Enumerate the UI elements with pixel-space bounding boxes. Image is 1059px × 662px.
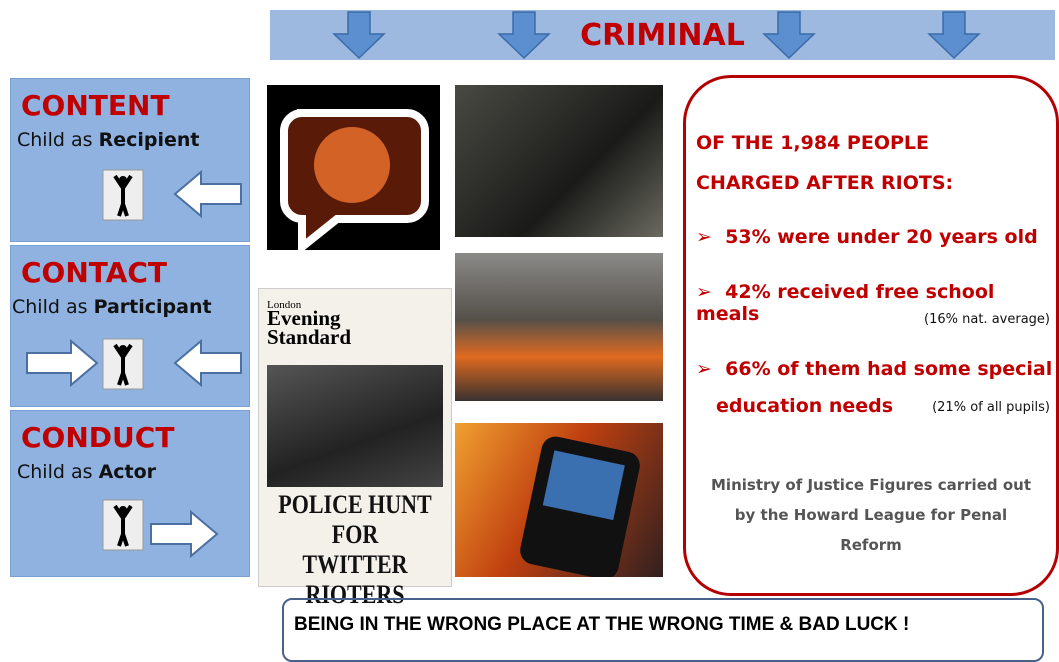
role: Recipient (99, 129, 200, 151)
stats-box: OF THE 1,984 PEOPLE CHARGED AFTER RIOTS:… (683, 75, 1059, 596)
stats-note: (16% nat. average) (924, 312, 1050, 327)
role: Actor (99, 461, 156, 483)
panel: CONTACT Child as Participant (10, 245, 250, 407)
phone (455, 423, 663, 577)
panel-heading: CONTACT (21, 256, 167, 289)
panel-subtitle: Child as Actor (17, 461, 156, 483)
newspaper-headline: POLICE HUNT FOR TWITTER RIOTERS (265, 489, 445, 609)
bbm-logo-image (267, 85, 440, 250)
source-line: Reform (686, 530, 1056, 560)
stats-item: ➢ 66% of them had some special (696, 358, 1052, 380)
item-text: 66% of them had some special (725, 358, 1052, 380)
lead: Child as (12, 296, 88, 318)
banner-title: CRIMINAL (270, 18, 1055, 53)
newspaper-masthead: Evening Standard (267, 309, 351, 347)
footer-box: BEING IN THE WRONG PLACE AT THE WRONG TI… (282, 598, 1044, 662)
panel: CONDUCT Child as Actor (10, 410, 250, 577)
stats-heading-line: CHARGED AFTER RIOTS: (696, 163, 953, 203)
icons (11, 496, 249, 571)
item-text: 53% were under 20 years old (725, 226, 1038, 248)
stats-note: (21% of all pupils) (932, 400, 1050, 415)
burning-car-photo (455, 253, 663, 401)
lead: Child as (17, 461, 93, 483)
riot-photo (455, 85, 663, 237)
newspaper: London Evening Standard POLICE HUNT FOR … (258, 288, 452, 587)
icons (11, 331, 249, 406)
footer-text: BEING IN THE WRONG PLACE AT THE WRONG TI… (294, 614, 909, 636)
slide: CRIMINAL CONTENT Child as Recipient CONT… (0, 0, 1059, 645)
banner: CRIMINAL (270, 10, 1055, 60)
headline-line: POLICE HUNT FOR (265, 489, 445, 549)
stats-heading: OF THE 1,984 PEOPLE CHARGED AFTER RIOTS: (696, 123, 953, 203)
newspaper-photo (267, 365, 443, 487)
stats-item: ➢ 53% were under 20 years old (696, 226, 1038, 248)
panel-heading: CONDUCT (21, 421, 174, 454)
bbm-logo (267, 85, 440, 250)
role: Participant (94, 296, 212, 318)
panel-subtitle: Child as Recipient (17, 129, 199, 151)
stats-source: Ministry of Justice Figures carried out … (686, 470, 1056, 560)
icons (11, 164, 249, 239)
source-line: Ministry of Justice Figures carried out (686, 470, 1056, 500)
panel-heading: CONTENT (21, 89, 170, 122)
source-line: by the Howard League for Penal (686, 500, 1056, 530)
panel: CONTENT Child as Recipient (10, 78, 250, 242)
stats-item-continued: education needs (716, 395, 893, 417)
masthead-line: Standard (267, 328, 351, 347)
panel-subtitle: Child as Participant (12, 296, 212, 318)
blackberry-photo (455, 423, 663, 577)
stats-heading-line: OF THE 1,984 PEOPLE (696, 123, 953, 163)
lead: Child as (17, 129, 93, 151)
